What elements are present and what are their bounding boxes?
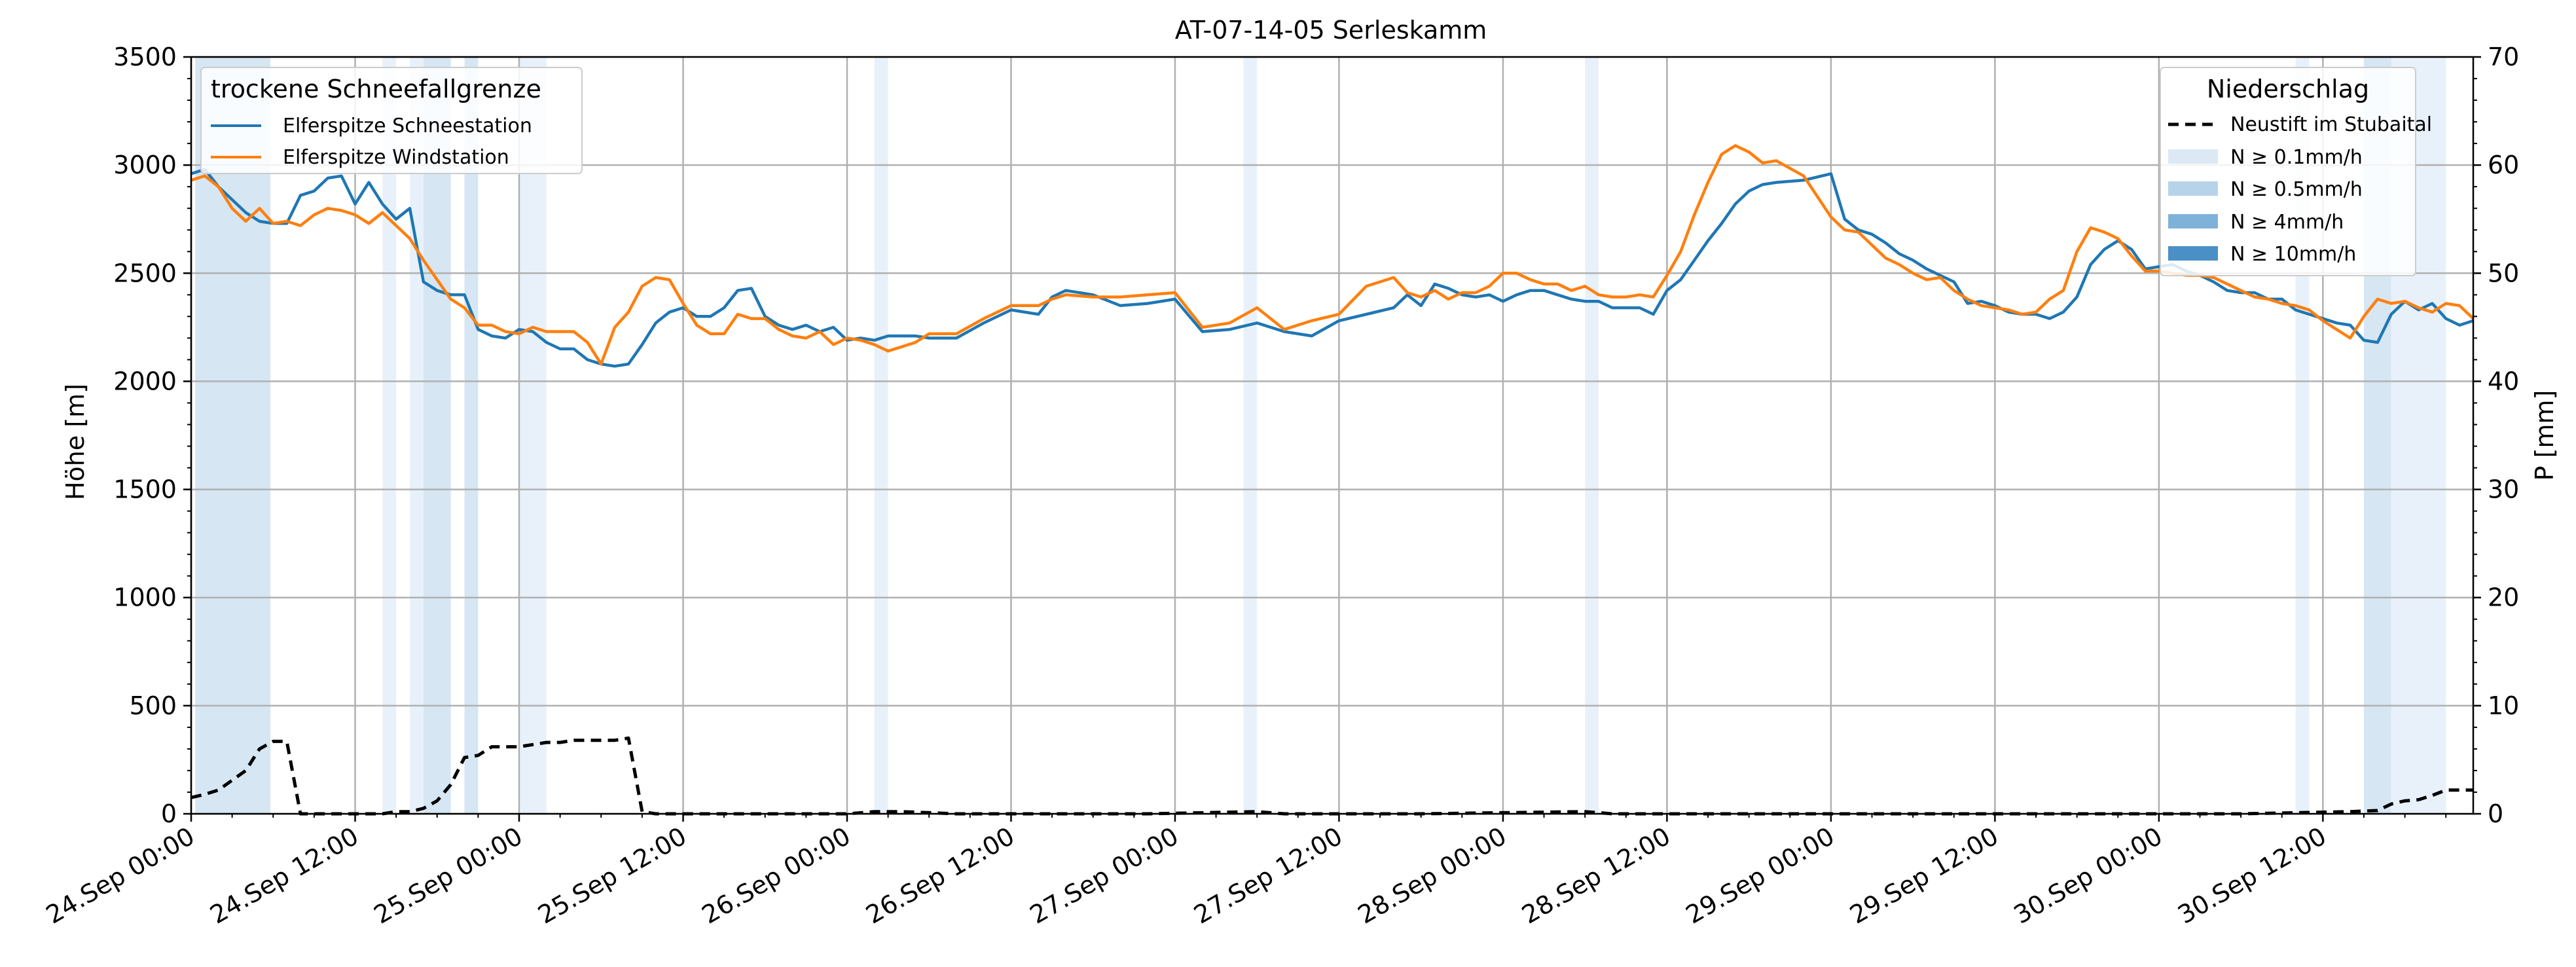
x-tick-label: 26.Sep 00:00 — [697, 822, 856, 930]
legend-label-n01: N ≥ 0.1mm/h — [2230, 146, 2363, 169]
y-axis-label-left: Höhe [m] — [61, 384, 90, 500]
x-tick-label: 30.Sep 12:00 — [2173, 822, 2331, 930]
x-tick-label: 25.Sep 12:00 — [533, 822, 691, 930]
legend-right-frame — [2160, 67, 2416, 276]
legend-left-title: trockene Schneefallgrenze — [211, 75, 541, 103]
y-tick-label-left: 2000 — [113, 367, 177, 395]
precip-band — [518, 57, 547, 814]
y-tick-label-right: 20 — [2488, 583, 2519, 612]
precip-band — [195, 57, 271, 814]
x-tick-label: 26.Sep 12:00 — [861, 822, 1019, 930]
x-tick-label: 24.Sep 00:00 — [41, 822, 200, 930]
plot-frame — [190, 56, 2475, 815]
y-tick-label-left: 1000 — [113, 583, 177, 612]
x-tick-label: 30.Sep 00:00 — [2009, 822, 2168, 930]
x-tick-label: 29.Sep 00:00 — [1681, 822, 1840, 930]
precip-band — [423, 57, 451, 814]
x-tick-label: 24.Sep 12:00 — [205, 822, 363, 930]
legend-label-schnee: Elferspitze Schneestation — [283, 115, 532, 137]
legend-right-title: Niederschlag — [2207, 75, 2369, 103]
legend-label-n10: N ≥ 10mm/h — [2230, 243, 2356, 266]
legend-swatch-n4 — [2168, 214, 2218, 228]
y-tick-label-left: 500 — [129, 691, 177, 720]
y-tick-label-left: 2500 — [113, 259, 177, 287]
y-tick-label-right: 40 — [2488, 367, 2519, 395]
line-windstation — [190, 144, 2475, 366]
precip-band — [382, 57, 397, 814]
precip-band — [1585, 57, 1599, 814]
legend-swatch-n05 — [2168, 181, 2218, 196]
x-tick-label: 27.Sep 12:00 — [1189, 822, 1347, 930]
y-tick-label-right: 60 — [2488, 151, 2519, 179]
y-tick-label-left: 3500 — [113, 43, 177, 71]
y-tick-label-right: 30 — [2488, 475, 2519, 504]
legend-right: Niederschlag Neustift im Stubaital N ≥ 0… — [2160, 67, 2432, 276]
x-tick-label: 28.Sep 00:00 — [1353, 822, 1512, 930]
x-tick-label: 25.Sep 00:00 — [369, 822, 528, 930]
y-tick-label-left: 0 — [161, 799, 177, 828]
precip-band — [464, 57, 479, 814]
legend-label-n4: N ≥ 4mm/h — [2230, 211, 2344, 234]
x-tick-label: 29.Sep 12:00 — [1845, 822, 2003, 930]
legend-label-n05: N ≥ 0.5mm/h — [2230, 178, 2363, 201]
legend-label-neustift: Neustift im Stubaital — [2230, 113, 2432, 136]
legend-swatch-n10 — [2168, 246, 2218, 261]
legend-label-wind: Elferspitze Windstation — [283, 146, 509, 169]
x-tick-label: 27.Sep 00:00 — [1025, 822, 1184, 930]
y-tick-label-left: 3000 — [113, 151, 177, 179]
legend-left-frame — [200, 67, 583, 174]
y-tick-label-right: 10 — [2488, 691, 2519, 720]
precip-band — [874, 57, 888, 814]
x-tick-label: 28.Sep 12:00 — [1517, 822, 1675, 930]
y-axis-label-right: P [mm] — [2530, 390, 2559, 481]
y-tick-label-right: 0 — [2488, 799, 2503, 828]
chart-title: AT-07-14-05 Serleskamm — [1175, 16, 1487, 45]
y-tick-label-right: 70 — [2488, 43, 2519, 71]
legend-left: trockene Schneefallgrenze Elferspitze Sc… — [200, 67, 583, 174]
legend-swatch-n01 — [2168, 149, 2218, 164]
precip-band — [1243, 57, 1258, 814]
y-tick-label-left: 1500 — [113, 475, 177, 504]
y-tick-label-right: 50 — [2488, 259, 2519, 287]
